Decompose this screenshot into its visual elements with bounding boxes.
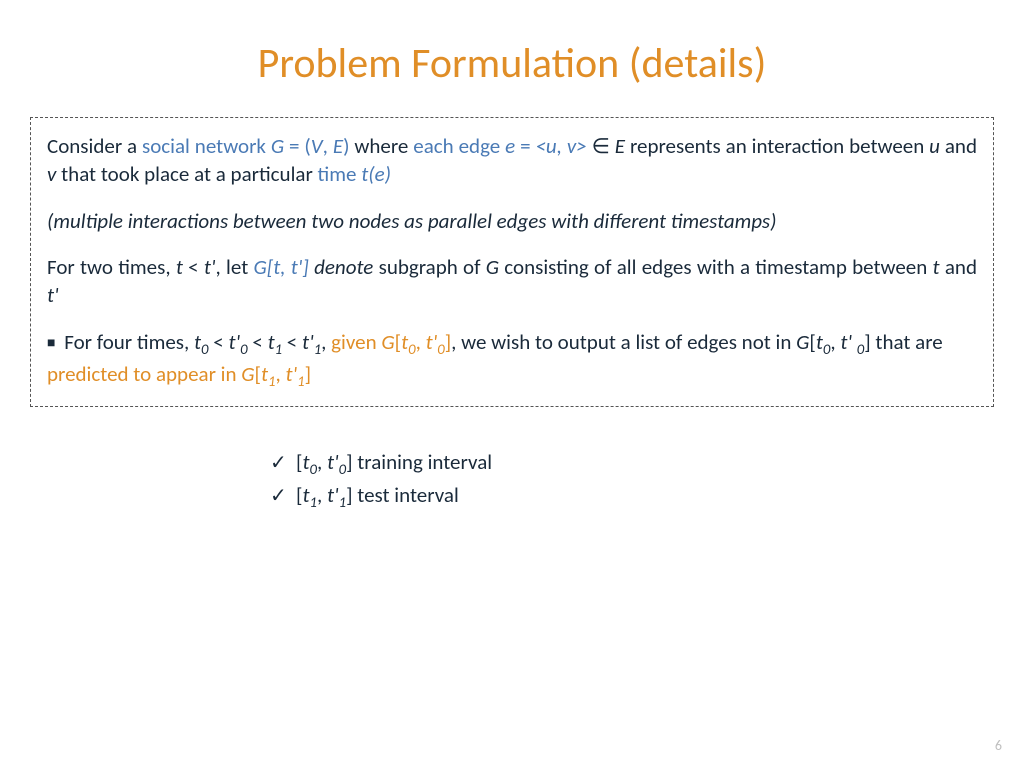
var-g: G (271, 133, 289, 159)
text: , let (216, 254, 254, 280)
var-gtt: G[t, t'] (254, 254, 315, 280)
var-te: t(e) (361, 161, 391, 187)
text: < (183, 254, 204, 280)
text: < (282, 329, 302, 355)
sub: 0 (310, 460, 317, 478)
text: For four times, (59, 329, 194, 355)
check-text: [t0, t'0] training interval (296, 447, 492, 480)
sub: 1 (339, 493, 346, 511)
text: , (317, 449, 327, 475)
page-number: 6 (995, 737, 1002, 754)
sub: 0 (339, 460, 346, 478)
slide-title: Problem Formulation (details) (30, 38, 994, 89)
var-v: V (311, 133, 323, 159)
var: G (796, 329, 809, 355)
text: ] (305, 361, 311, 387)
text-accent: time (318, 161, 362, 187)
check-icon: ✓ (270, 448, 296, 478)
text: , we wish to output a list of edges not … (451, 329, 796, 355)
text: , (317, 482, 327, 508)
text: , (275, 361, 285, 387)
text: = (520, 133, 535, 159)
slide: Problem Formulation (details) Consider a… (0, 0, 1024, 768)
text: ] test interval (346, 482, 459, 508)
var: t' (302, 329, 314, 355)
var: t' (327, 482, 339, 508)
var: t' (327, 449, 339, 475)
text: subgraph of (373, 254, 485, 280)
sub: 0 (201, 340, 208, 358)
check-row-test: ✓ [t1, t'1] test interval (270, 480, 994, 513)
var-g: G (486, 254, 499, 280)
text: represents an interaction between (625, 133, 929, 159)
text-accent: given (331, 329, 381, 355)
text: , (323, 133, 333, 159)
paragraph-1: Consider a social network G = (V, E) whe… (47, 132, 977, 189)
bullet-icon: ■ (47, 334, 55, 351)
paragraph-4: ■ For four times, t0 < t'0 < t1 < t'1, g… (47, 328, 977, 392)
text: < (248, 329, 268, 355)
check-icon: ✓ (270, 481, 296, 511)
var: t (302, 449, 309, 475)
text: = ( (289, 133, 311, 159)
sub: 1 (275, 340, 282, 358)
var-e: E (333, 133, 343, 159)
paragraph-2: (multiple interactions between two nodes… (47, 207, 977, 235)
text: Consider a (47, 133, 142, 159)
var-v: v (47, 161, 56, 187)
text: where (349, 133, 413, 159)
definition-box: Consider a social network G = (V, E) whe… (30, 117, 994, 407)
text: , (416, 329, 426, 355)
var-e: e (505, 133, 520, 159)
var: G (241, 361, 254, 387)
text: For two times, (47, 254, 176, 280)
check-row-training: ✓ [t0, t'0] training interval (270, 447, 994, 480)
var: t (302, 482, 309, 508)
var: t' (426, 329, 438, 355)
text: , (830, 329, 840, 355)
text: that took place at a particular (56, 161, 317, 187)
text: consisting of all edges with a timestamp… (499, 254, 933, 280)
text: and (940, 133, 977, 159)
var: t' (228, 329, 240, 355)
sub: 1 (310, 493, 317, 511)
sub: 0 (240, 340, 247, 358)
text: , (321, 329, 331, 355)
check-text: [t1, t'1] test interval (296, 480, 459, 513)
text: denote (314, 254, 373, 280)
text-accent: each edge (413, 133, 505, 159)
text: ] that are (864, 329, 942, 355)
text-accent: social network (142, 133, 271, 159)
var-t: t (933, 254, 940, 280)
text: ] training interval (346, 449, 492, 475)
text-accent: predicted to appear in (47, 361, 241, 387)
text: ∈ (587, 133, 615, 159)
sub: 0 (437, 340, 444, 358)
text: < (209, 329, 229, 355)
var: t (268, 329, 275, 355)
var-e-big: E (615, 133, 625, 159)
sub: 0 (408, 340, 415, 358)
var: t (816, 329, 823, 355)
var: t (261, 361, 268, 387)
var: G (381, 329, 394, 355)
var: t' (285, 361, 297, 387)
edge-uv: <u, v> (535, 133, 586, 159)
var-tprime: t' (204, 254, 216, 280)
var-t: t (176, 254, 183, 280)
var-tprime: t' (47, 282, 59, 308)
var: t (194, 329, 201, 355)
var-u: u (929, 133, 940, 159)
checklist: ✓ [t0, t'0] training interval ✓ [t1, t'1… (270, 447, 994, 513)
var: t' (840, 329, 856, 355)
sub: 1 (297, 372, 304, 390)
paragraph-3: For two times, t < t', let G[t, t'] deno… (47, 253, 977, 310)
text: and (940, 254, 977, 280)
